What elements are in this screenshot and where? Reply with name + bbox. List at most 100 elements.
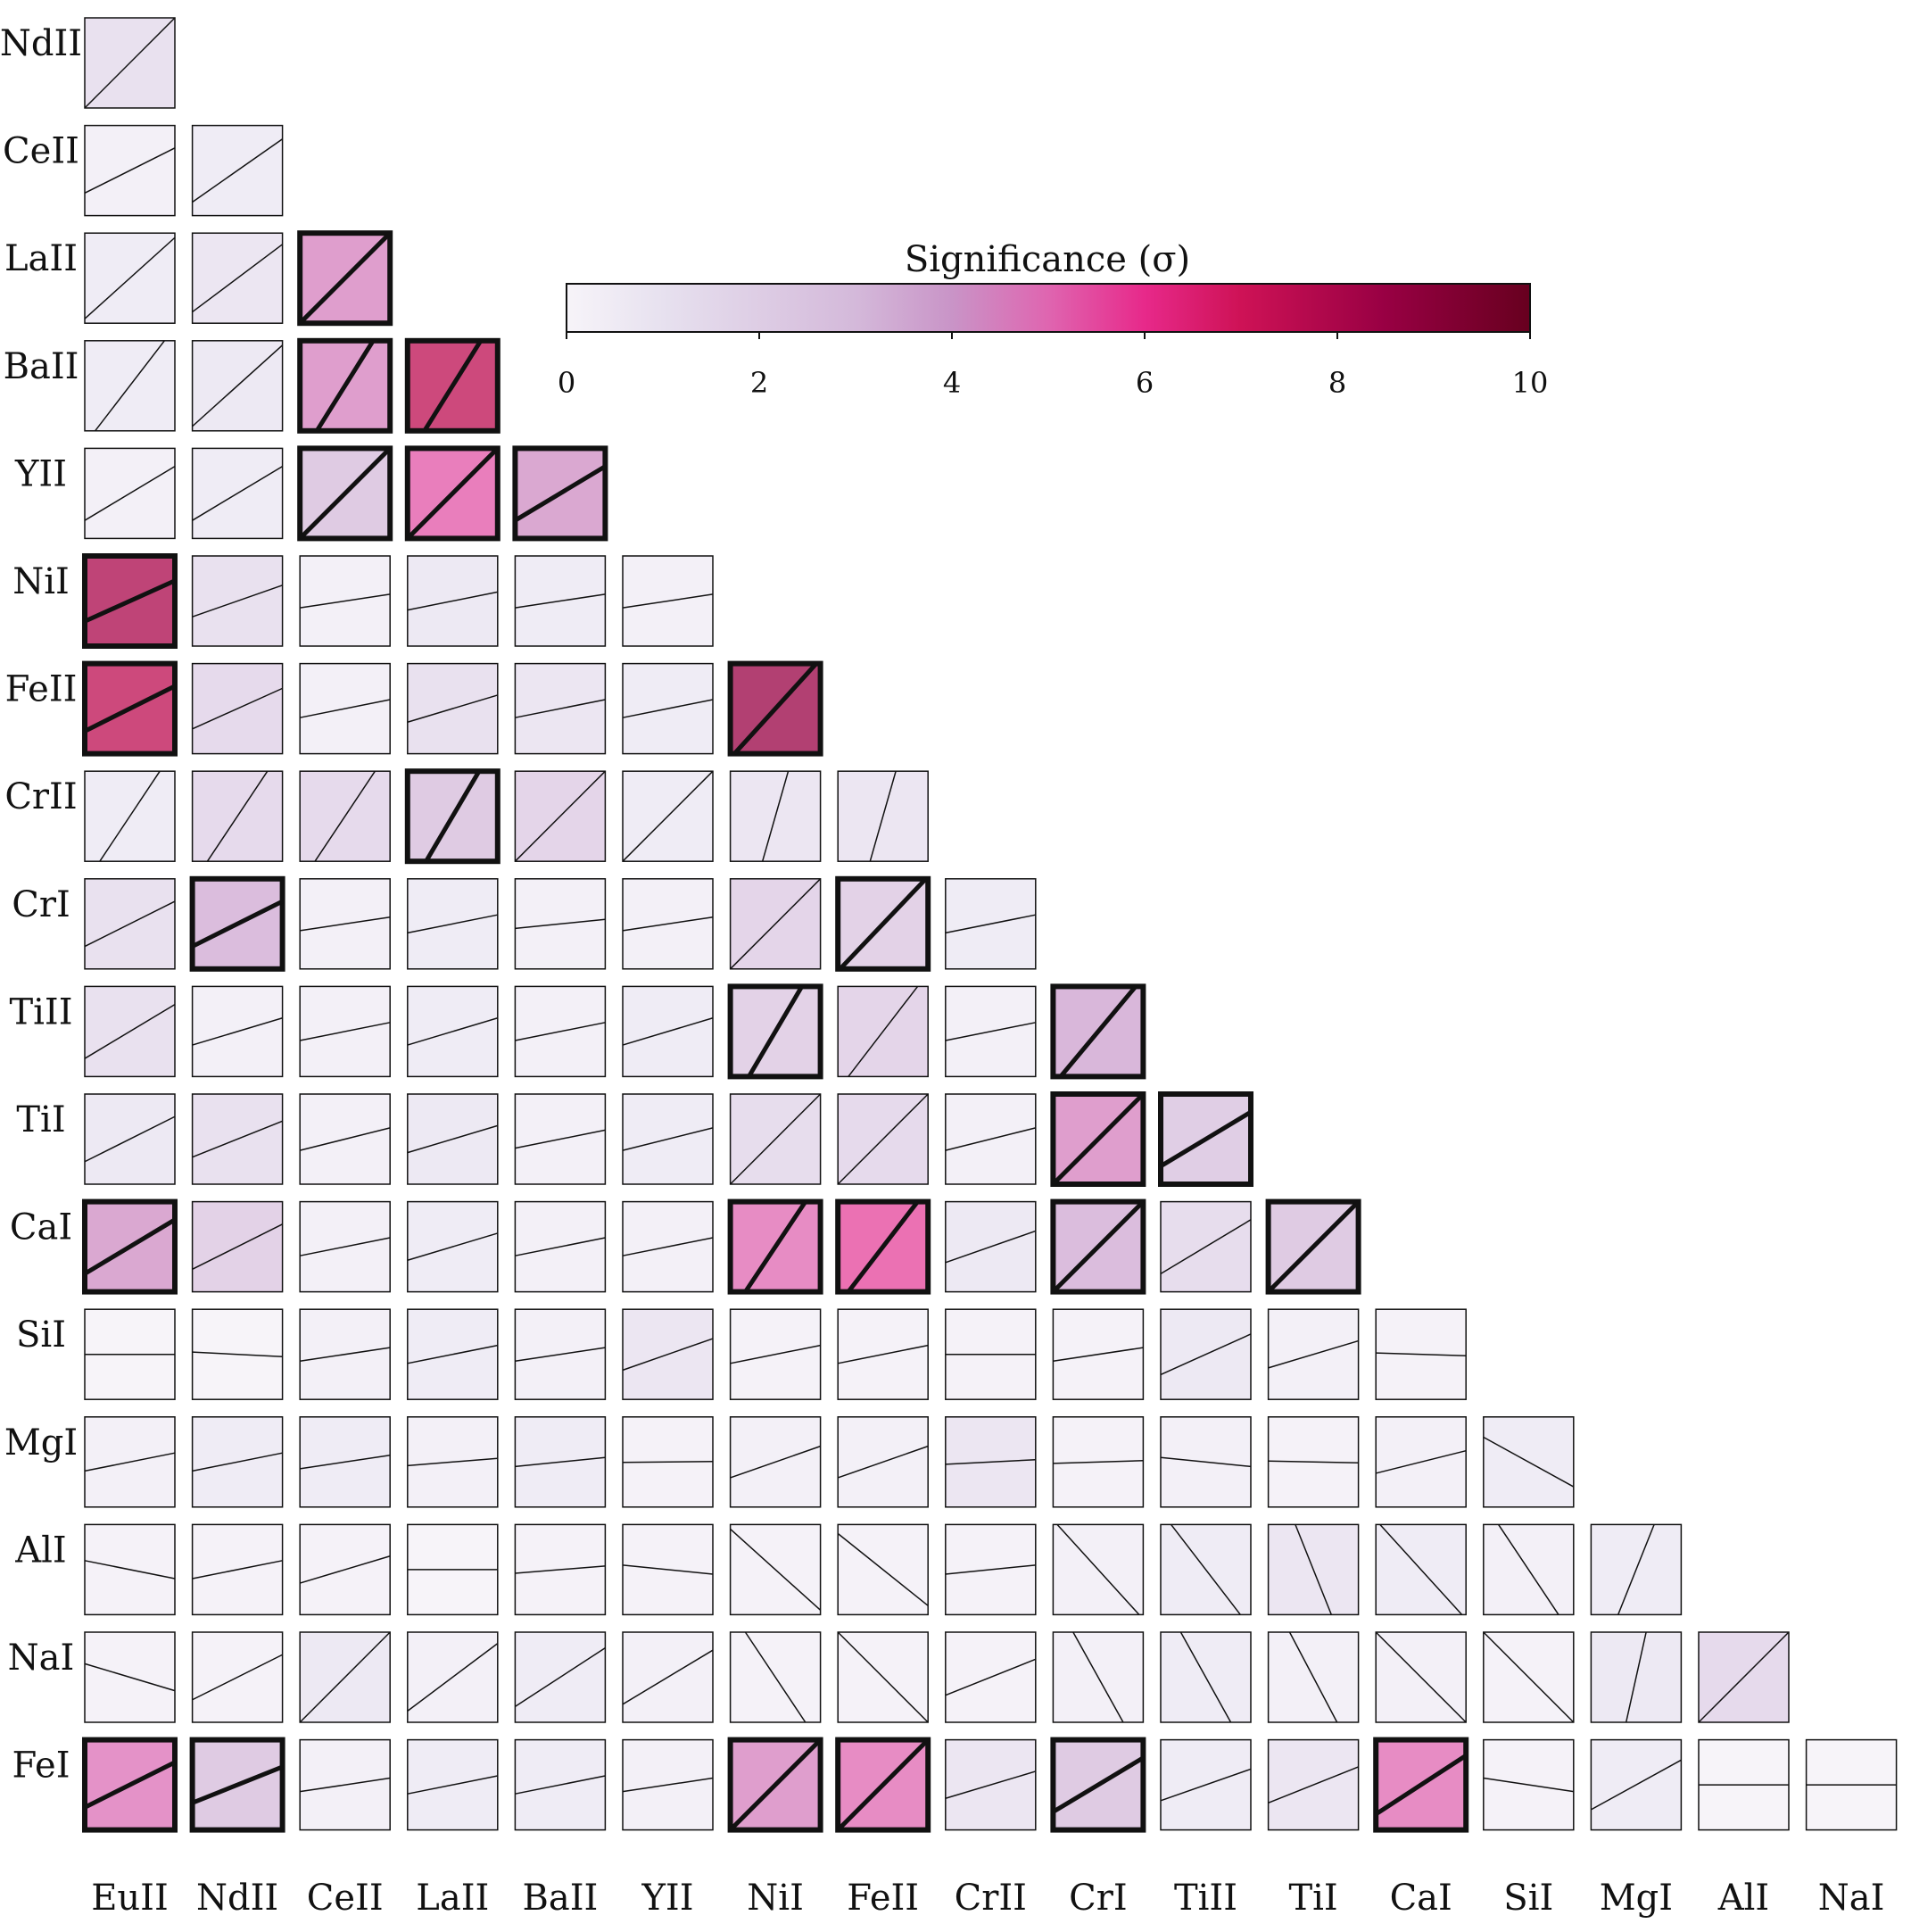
trend-line (515, 1775, 606, 1795)
heatmap-cell (1160, 1308, 1252, 1400)
trend-line (315, 339, 376, 433)
y-tick-label: BaII (4, 346, 79, 387)
trend-line (1268, 1766, 1359, 1803)
heatmap-cell (945, 1523, 1037, 1616)
heatmap-cell (837, 1308, 929, 1400)
trend-line (1288, 1631, 1338, 1723)
heatmap-cell (407, 985, 499, 1078)
heatmap-cell (1050, 1198, 1146, 1295)
heatmap-cell (837, 1631, 929, 1723)
y-tick-label: MgI (4, 1422, 78, 1464)
heatmap-cell (514, 1093, 607, 1185)
heatmap-cell (945, 1631, 1037, 1723)
trend-line (1179, 1631, 1232, 1723)
heatmap-cell (837, 1416, 929, 1508)
y-tick-label: LaII (4, 238, 78, 279)
colorbar-tick-label: 6 (1136, 366, 1154, 400)
heatmap-cell (1267, 1738, 1360, 1831)
heatmap-cell (299, 1200, 391, 1293)
trend-line (83, 1760, 177, 1810)
heatmap-cell (1160, 1416, 1252, 1508)
heatmap-cell (84, 124, 176, 217)
colorbar-gradient (566, 283, 1531, 333)
heatmap-cell (191, 1416, 284, 1508)
trend-line (743, 1200, 807, 1293)
trend-line (84, 236, 176, 319)
heatmap-cell (1483, 1523, 1575, 1616)
heatmap-cell (407, 1631, 499, 1723)
heatmap-cell (622, 662, 714, 755)
trend-line (1617, 1524, 1655, 1615)
trend-line (1375, 1631, 1467, 1723)
heatmap-cell (1805, 1738, 1898, 1831)
heatmap-cell (191, 1523, 284, 1616)
colorbar-tick-label: 8 (1328, 366, 1346, 400)
trend-line (300, 916, 391, 932)
heatmap-cell (84, 770, 176, 862)
colorbar-tick-label: 4 (943, 366, 961, 400)
heatmap-cell (835, 1737, 931, 1833)
trend-line (837, 1445, 929, 1479)
y-tick-label: CrII (4, 776, 77, 817)
trend-line (622, 1649, 714, 1705)
heatmap-cell (514, 1631, 607, 1723)
heatmap-cell (1267, 1523, 1360, 1616)
heatmap-cell (299, 1308, 391, 1400)
trend-line (191, 1764, 284, 1805)
heatmap-cell (84, 1308, 176, 1400)
heatmap-cell (837, 1093, 929, 1185)
heatmap-cell (622, 985, 714, 1078)
heatmap-cell (945, 1308, 1037, 1400)
heatmap-cell (514, 555, 607, 647)
trend-line (407, 1643, 499, 1712)
trend-line (1171, 1523, 1241, 1615)
trend-line (298, 231, 392, 325)
heatmap-cell (727, 1198, 823, 1295)
trend-line (407, 1124, 499, 1154)
trend-line (728, 1737, 823, 1832)
trend-line (1591, 1759, 1682, 1811)
heatmap-cell (191, 770, 284, 862)
x-tick-label: CrII (955, 1878, 1027, 1919)
trend-line (515, 1022, 606, 1041)
trend-line (192, 138, 284, 203)
trend-line (515, 1237, 606, 1256)
heatmap-cell (514, 770, 607, 862)
heatmap-cell (297, 445, 393, 542)
heatmap-cell (407, 1093, 499, 1185)
colorbar-tick-label: 10 (1512, 366, 1549, 400)
trend-line (299, 1555, 391, 1584)
x-tick-label: EuII (91, 1878, 169, 1919)
y-tick-label: SiI (16, 1314, 66, 1356)
heatmap-cell (835, 1198, 931, 1295)
heatmap-cell (1698, 1631, 1790, 1723)
trend-line (1295, 1524, 1332, 1615)
colorbar-ticks: 0 2 4 6 8 10 (558, 332, 1549, 400)
heatmap-cell (1483, 1738, 1575, 1831)
trend-line (84, 1003, 176, 1059)
heatmap-cell (404, 337, 500, 434)
y-tick-label: NaI (8, 1638, 75, 1679)
trend-line (1483, 1631, 1575, 1723)
trend-line (407, 914, 498, 934)
trend-line (514, 1647, 606, 1707)
heatmap-cell (84, 1416, 176, 1508)
heatmap-cell (299, 770, 391, 862)
trend-line (192, 1560, 283, 1580)
heatmap-cell (299, 985, 391, 1078)
trend-line (1160, 1219, 1252, 1275)
trend-line (1053, 1460, 1144, 1464)
heatmap-cell (727, 1737, 823, 1833)
x-tick-label: CaI (1390, 1878, 1452, 1919)
heatmap-cell (1590, 1738, 1683, 1831)
trend-line (1483, 1777, 1574, 1793)
trend-line (1376, 1449, 1467, 1474)
cell-grid (82, 17, 1898, 1833)
trend-line (732, 661, 818, 756)
x-tick-label: CrI (1069, 1878, 1128, 1919)
trend-line (84, 17, 176, 109)
trend-line (298, 446, 392, 541)
trend-line (730, 1445, 821, 1479)
heatmap-cell (407, 1738, 499, 1831)
trend-line (206, 770, 269, 862)
